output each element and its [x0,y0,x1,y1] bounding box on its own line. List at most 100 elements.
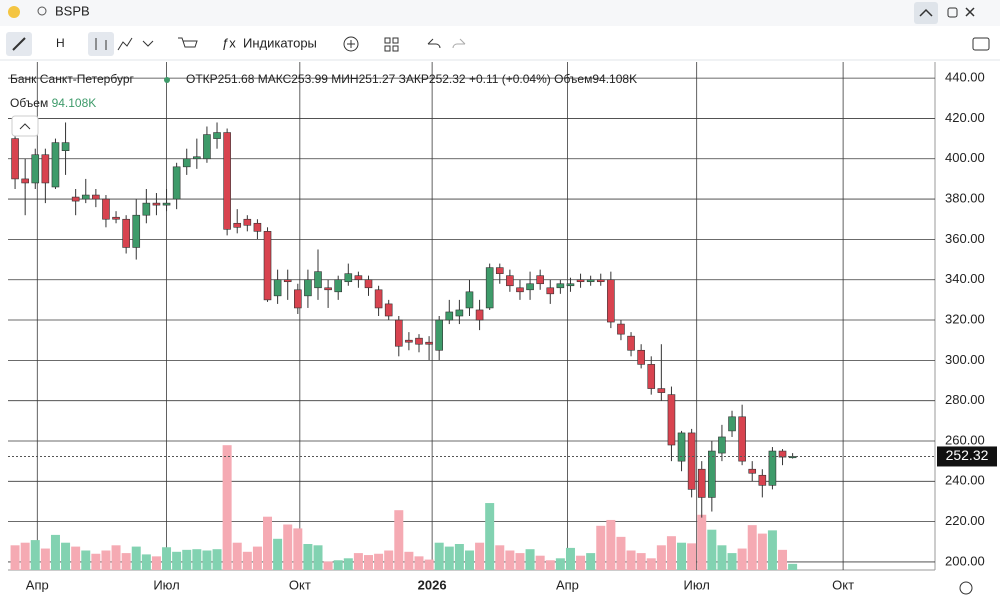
candle-body [596,279,605,283]
screenshot-button[interactable] [972,37,990,51]
volume-bar [91,553,101,570]
x-tick-label: Апр [26,577,49,592]
ohlc-value: 251.68 [218,72,255,86]
interval-button[interactable]: H [56,36,65,50]
pencil-icon [12,37,26,51]
y-tick-label: 440.00 [945,70,985,85]
candle-body [243,218,252,226]
volume-bar [596,525,606,570]
volume-bar [737,548,747,570]
volume-bar [565,547,575,570]
candle-body [576,279,585,283]
volume-bar [374,553,384,570]
chart-type-icons [95,37,133,51]
candle-body [122,218,130,248]
candle-body [485,267,494,309]
dropdown-icon [142,40,154,47]
volume-bar [788,563,798,570]
candle-body [223,132,231,230]
volume-bar [576,555,586,570]
collapse-button[interactable] [914,2,938,24]
volume-bar [717,545,727,570]
candle-body [607,279,615,323]
candle-body [354,275,363,281]
volume-bar [212,549,222,570]
volume-bar [303,544,313,570]
chart-type-button[interactable] [88,32,114,56]
candle-body [21,178,29,184]
collapse-legend-button[interactable] [11,115,39,137]
volume-bar [616,536,626,570]
volume-bar [656,545,666,570]
volume-bar [475,542,485,570]
volume-bar [767,530,777,570]
volume-bar [81,550,91,570]
candle-body [283,279,292,283]
indicators-button[interactable]: Индикаторы [243,35,317,50]
volume-bar [323,561,333,570]
volume-legend: Объем 94.108K [10,96,96,110]
candle-body [61,142,70,151]
volume-value: 94.108K [592,72,637,86]
candle-body [647,364,656,389]
candle-body [182,158,191,168]
volume-bar [687,543,697,570]
fx-icon: ƒx [222,35,236,50]
ohlc-legend: ОТКР251.68 МАКС253.99 МИН251.27 ЗАКР252.… [186,72,637,86]
candle-body [627,335,635,351]
close-button[interactable] [965,7,975,17]
add-button[interactable] [343,36,359,52]
symbol[interactable]: BSPB [55,3,90,18]
volume-bar [666,536,676,570]
candle-body [374,289,383,309]
volume-bar [172,551,182,570]
volume-bar [182,549,192,570]
volume-bar [464,550,474,570]
layout-button[interactable] [384,37,399,52]
chart: 200.00 220.00 240.00 260.00 280.00 300.00 320.… [8,62,997,592]
candle-body [11,138,19,180]
last-price-box [937,446,997,467]
plus-icon [347,40,355,48]
volume-bar [364,555,373,570]
undo-button[interactable] [427,38,441,49]
settings-button[interactable] [959,581,973,595]
candle-body [526,283,534,291]
ohlc-label: МАКС [258,72,292,86]
candle-body [657,388,666,393]
candle-body [506,275,514,287]
volume-bar [434,542,444,570]
volume-bar [535,555,545,570]
volume-bar [515,553,525,570]
candle-body [324,287,332,291]
chevron [919,8,933,17]
volume-bar [555,558,565,570]
volume-bar [202,550,212,570]
volume-bar [444,546,454,570]
volume-bar [384,550,394,570]
candle-body [415,337,423,345]
maximize-button[interactable] [947,7,958,18]
volume-label: Объем [10,96,48,110]
candle-body [586,279,595,283]
y-tick-label: 340.00 [945,271,985,286]
candle-body [566,283,575,287]
volume-bar [232,542,242,570]
candle-body [334,279,343,293]
candle-body [728,416,736,432]
volume-bar [424,559,434,570]
volume-bar [727,553,737,570]
volume-bar [333,560,343,570]
volume-bar [707,529,717,570]
x-tick-label: Апр [556,577,579,592]
candle-body [112,216,120,220]
cart-icon[interactable] [178,37,198,48]
candle-body [516,287,524,293]
candle-body [263,231,272,301]
instrument-name: Банк Санкт-Петербург [10,72,134,86]
redo-button[interactable] [452,38,466,49]
candle-body [758,474,767,486]
volume-bar [222,445,232,570]
volume-bar [252,546,262,570]
ohlc-value: 251.27 [359,72,396,86]
